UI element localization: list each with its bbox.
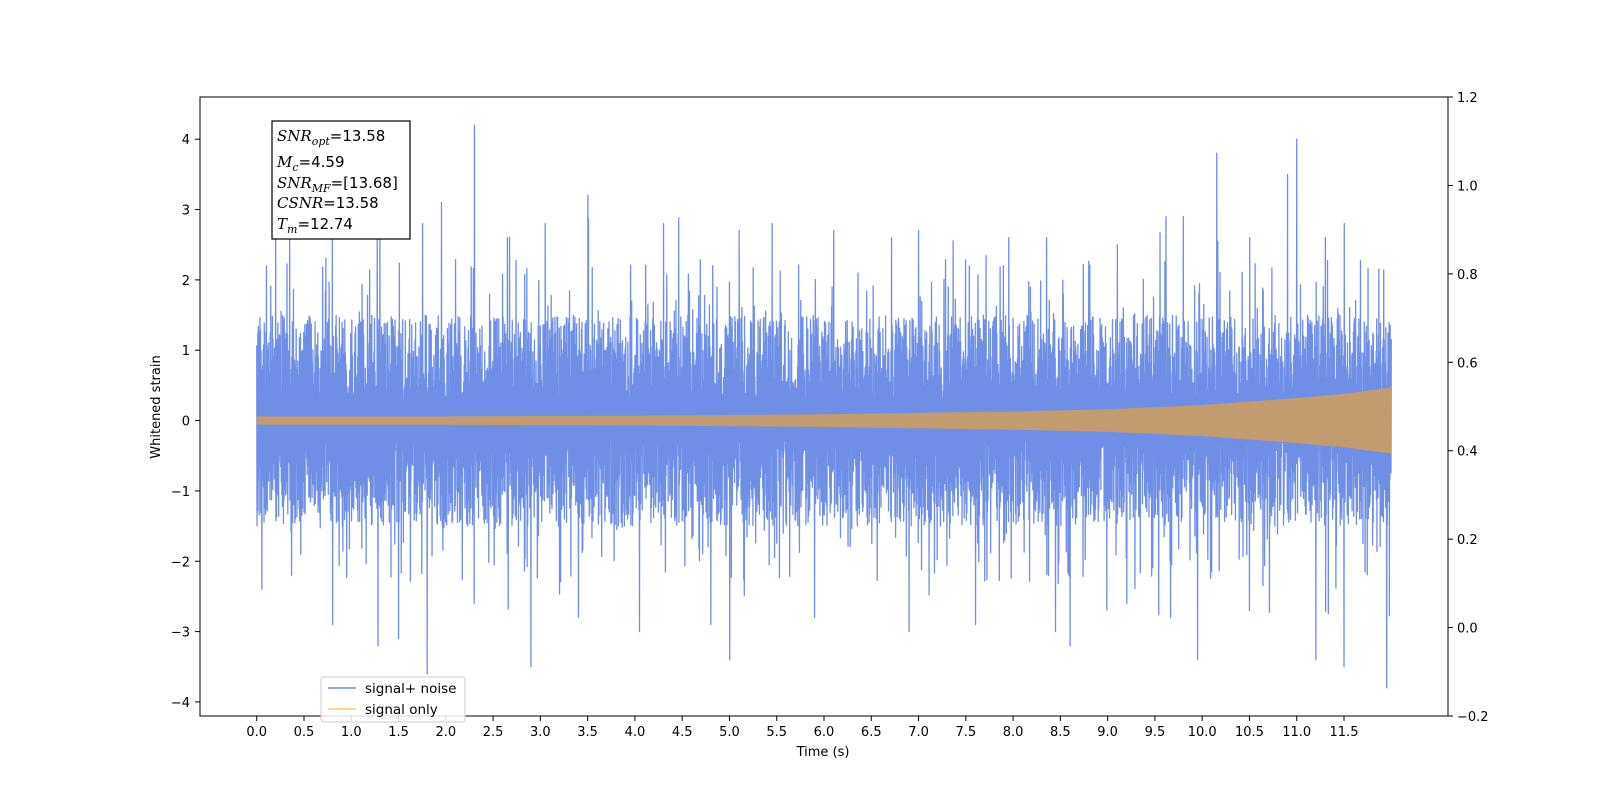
y2-tick-label: 0.2: [1457, 533, 1478, 548]
y-tick-label: −2: [171, 555, 190, 570]
y-tick-label: 2: [182, 274, 190, 289]
annotation-csnr: CSNR=13.58: [277, 194, 379, 212]
x-tick-label: 8.0: [1003, 725, 1024, 740]
x-tick-label: 11.0: [1282, 725, 1311, 740]
x-tick-label: 9.0: [1097, 725, 1118, 740]
y-tick-label: 3: [182, 204, 190, 219]
legend-label-signal-noise: signal+ noise: [365, 681, 456, 697]
y-tick-label: 4: [182, 133, 190, 148]
x-tick-label: 9.5: [1145, 725, 1166, 740]
plot-area: [256, 124, 1392, 689]
x-axis: 0.0 0.5 1.0 1.5 2.0 2.5 3.0 3.5 4.0 4.5 5.0 5.5 6.0 6…: [246, 716, 1358, 740]
y2-tick-label: 1.2: [1457, 91, 1478, 106]
x-tick-label: 2.0: [435, 725, 456, 740]
x-tick-label: 4.0: [625, 725, 646, 740]
x-tick-label: 5.5: [766, 725, 787, 740]
y-tick-label: −4: [171, 696, 190, 711]
x-tick-label: 10.0: [1188, 725, 1217, 740]
y-tick-label: −1: [171, 485, 190, 500]
annotation-tm: Tm=12.74: [277, 215, 353, 236]
series-signal-only-area: [256, 387, 1392, 454]
legend-label-signal-only: signal only: [365, 702, 438, 718]
x-tick-label: 5.0: [719, 725, 740, 740]
x-tick-label: 4.5: [672, 725, 693, 740]
x-tick-label: 2.5: [483, 725, 504, 740]
x-tick-label: 3.5: [577, 725, 598, 740]
x-tick-label: 0.0: [246, 725, 267, 740]
annotation-snr-mf: SNRMF=[13.68]: [277, 174, 398, 195]
annotation-mc: Mc=4.59: [276, 153, 345, 174]
x-tick-label: 11.5: [1330, 725, 1359, 740]
y2-tick-label: 1.0: [1457, 179, 1478, 194]
y2-tick-label: 0.6: [1457, 356, 1478, 371]
y2-tick-label: 0.0: [1457, 622, 1478, 637]
x-tick-label: 6.5: [861, 725, 882, 740]
y2-tick-label: 0.4: [1457, 445, 1478, 460]
x-tick-label: 3.0: [530, 725, 551, 740]
x-tick-label: 7.5: [955, 725, 976, 740]
annotation-box: SNRopt=13.58 Mc=4.59 SNRMF=[13.68] CSNR=…: [271, 120, 411, 240]
annotation-snr-opt: SNRopt=13.58: [277, 127, 385, 148]
y2-tick-label: −0.2: [1457, 710, 1489, 725]
x-tick-label: 7.0: [908, 725, 929, 740]
x-tick-label: 0.5: [294, 725, 315, 740]
y-tick-label: 0: [182, 415, 190, 430]
x-tick-label: 8.5: [1050, 725, 1071, 740]
y-tick-label: −3: [171, 626, 190, 641]
x-tick-label: 6.0: [814, 725, 835, 740]
y-tick-label: 1: [182, 344, 190, 359]
y2-tick-label: 0.8: [1457, 268, 1478, 283]
annotation-frame: [271, 120, 411, 240]
x-tick-label: 1.5: [388, 725, 409, 740]
x-tick-label: 1.0: [341, 725, 362, 740]
y-axis-label: Whitened strain: [149, 355, 164, 458]
legend: signal+ noise signal only: [320, 676, 466, 723]
y-axis-right: 1.2 1.0 0.8 0.6 0.4 0.2 0.0 −0.2: [1448, 91, 1489, 725]
y-axis-left: 4 3 2 1 0 −1 −2 −3 −4: [171, 133, 200, 711]
legend-frame: [320, 676, 466, 723]
x-axis-label: Time (s): [796, 745, 850, 760]
x-tick-label: 10.5: [1235, 725, 1264, 740]
series-signal-noise-line: [256, 124, 1392, 689]
